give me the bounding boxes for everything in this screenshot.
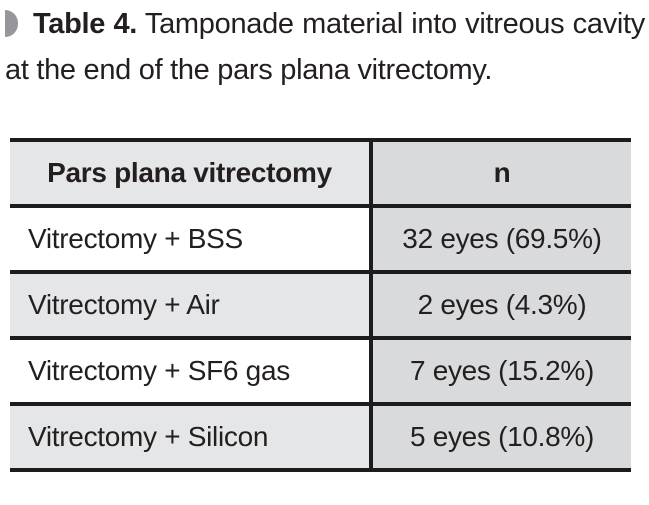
material-cell: Vitrectomy + Silicon: [10, 404, 373, 472]
table-header-row: Pars plana vitrectomy n: [10, 140, 631, 208]
material-cell: Vitrectomy + Air: [10, 272, 373, 340]
n-cell: 7 eyes (15.2%): [371, 338, 631, 406]
caption-bullet-icon: [5, 10, 18, 37]
column-header-n: n: [371, 140, 631, 208]
n-cell: 5 eyes (10.8%): [371, 404, 631, 472]
caption-text: Tamponade material into vitreous cavity …: [5, 8, 646, 86]
n-cell: 2 eyes (4.3%): [371, 272, 631, 340]
caption-label: Table 4.: [33, 8, 138, 40]
table-row: Vitrectomy + BSS 32 eyes (69.5%): [10, 206, 631, 274]
table-container: Pars plana vitrectomy n Vitrectomy + BSS…: [10, 138, 631, 472]
n-cell: 32 eyes (69.5%): [371, 206, 631, 274]
table-caption: Table 4. Tamponade material into vitreou…: [5, 1, 645, 93]
table-row: Vitrectomy + Air 2 eyes (4.3%): [10, 272, 631, 340]
tamponade-material-table: Pars plana vitrectomy n Vitrectomy + BSS…: [10, 138, 631, 472]
column-header-pars-plana-vitrectomy: Pars plana vitrectomy: [10, 140, 373, 208]
table-row: Vitrectomy + SF6 gas 7 eyes (15.2%): [10, 338, 631, 406]
material-cell: Vitrectomy + SF6 gas: [10, 338, 373, 406]
material-cell: Vitrectomy + BSS: [10, 206, 373, 274]
table-row: Vitrectomy + Silicon 5 eyes (10.8%): [10, 404, 631, 472]
